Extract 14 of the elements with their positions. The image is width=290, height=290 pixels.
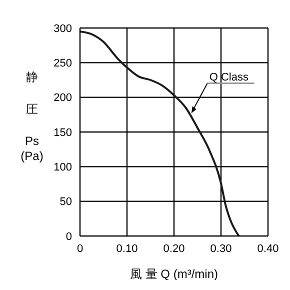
text: 静圧 Ps (Pa) — [20, 70, 44, 163]
y-tick-label: 50 — [60, 196, 72, 208]
x-tick-label: 0.20 — [163, 242, 185, 255]
x-tick-label: 0 — [76, 242, 84, 255]
annotation: Q Class — [209, 71, 250, 84]
x-tick-label: 0.30 — [210, 242, 232, 255]
y-tick-label: 200 — [54, 92, 72, 104]
y-tick-label: 150 — [54, 126, 72, 139]
x-tick-label: 0.40 — [257, 242, 279, 255]
y-tick-label: 0 — [66, 230, 72, 243]
y-tick-label: 300 — [54, 22, 72, 35]
y-tick-label: 250 — [54, 58, 72, 70]
x-tick-label: 0.10 — [116, 242, 138, 255]
y-tick-label: 100 — [54, 162, 72, 174]
